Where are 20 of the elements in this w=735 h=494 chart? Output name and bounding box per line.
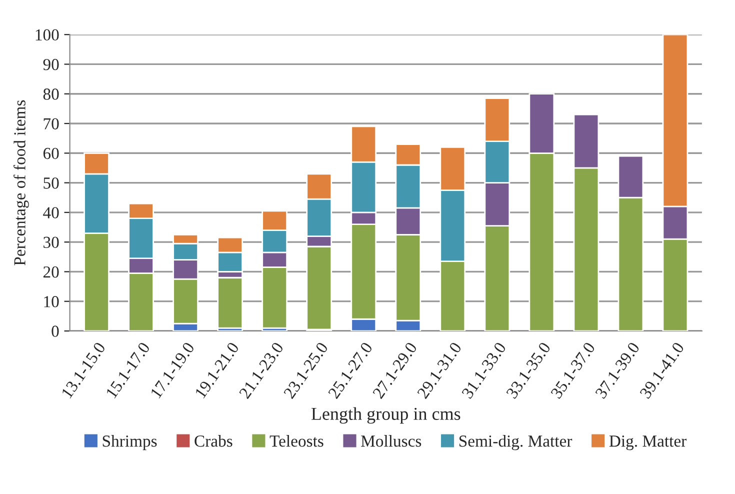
y-tick-label: 70 bbox=[44, 118, 59, 130]
bar bbox=[217, 276, 244, 329]
y-tick-label: 80 bbox=[43, 88, 59, 100]
y-tick-label: 10 bbox=[44, 296, 59, 308]
y-tick-label: 100 bbox=[36, 29, 59, 41]
legend-label: Dig. Matter bbox=[609, 436, 687, 450]
legend-label: Semi-dig. Matter bbox=[459, 435, 572, 450]
legend-label: Teleosts bbox=[270, 435, 324, 447]
y-tick-label: 60 bbox=[43, 148, 59, 160]
legend-label: Crabs bbox=[194, 435, 232, 447]
legend-label: Shrimps bbox=[102, 435, 157, 450]
y-tick-label: 20 bbox=[43, 266, 59, 278]
y-tick-label: 90 bbox=[43, 58, 59, 70]
x-axis-title: Length group in cms bbox=[311, 407, 460, 424]
y-tick-label: 50 bbox=[44, 177, 59, 189]
legend-label: Molluscs bbox=[361, 435, 422, 447]
y-tick-label: 40 bbox=[43, 207, 59, 218]
y-tick-label: 30 bbox=[44, 236, 59, 248]
y-tick-label: 0 bbox=[52, 326, 59, 337]
y-axis-title: Percentage of food items bbox=[14, 100, 29, 266]
